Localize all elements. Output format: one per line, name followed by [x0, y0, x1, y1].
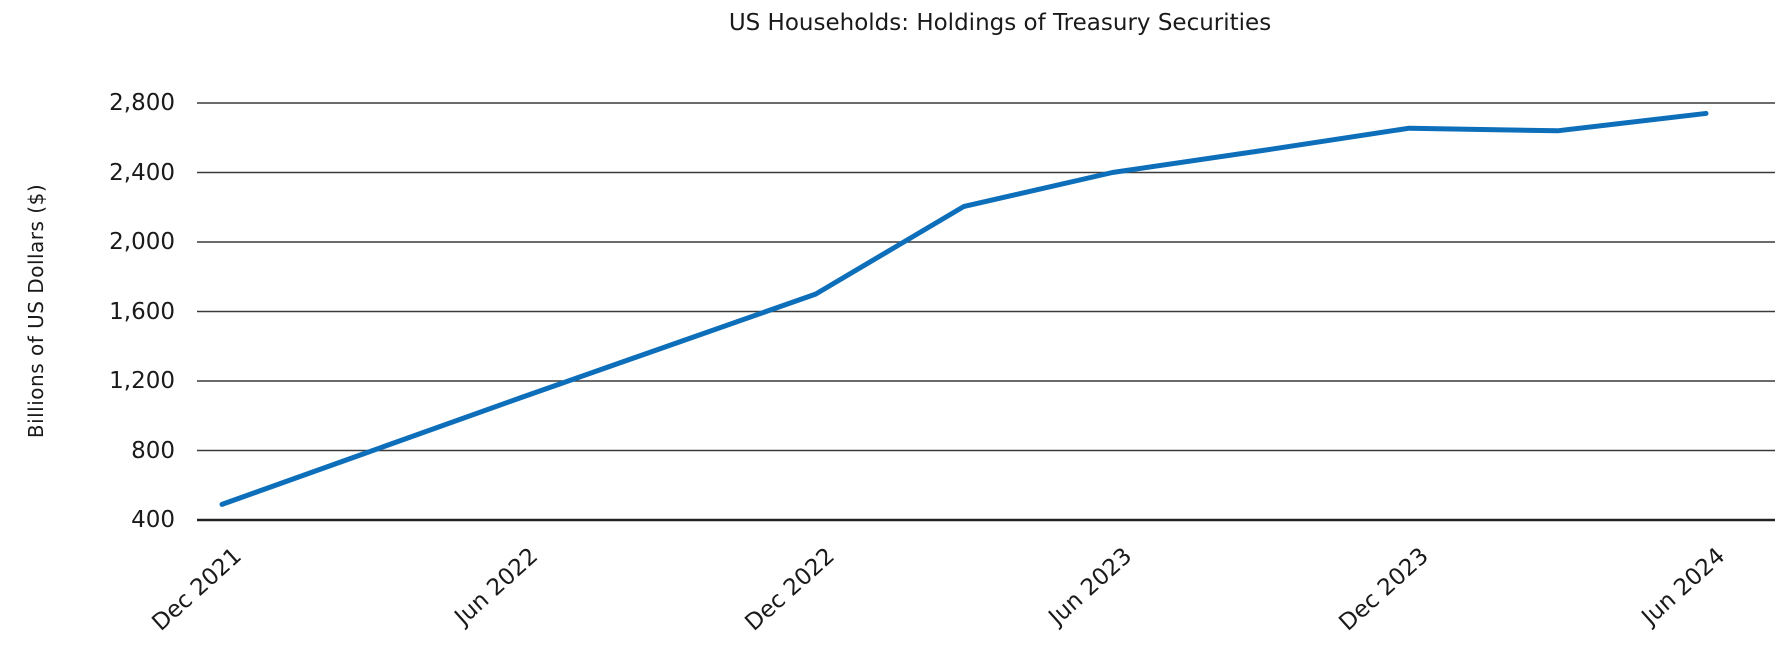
y-tick-label: 1,600 [109, 298, 175, 325]
y-tick-label: 1,200 [109, 368, 175, 394]
chart-title: US Households: Holdings of Treasury Secu… [728, 10, 1272, 36]
y-tick-label: 2,400 [109, 159, 175, 186]
y-tick-label: 800 [131, 437, 175, 464]
y-tick-label: 2,000 [109, 229, 175, 255]
treasury-holdings-series-line [219, 110, 1709, 507]
y-tick-label: 400 [131, 507, 175, 533]
y-tick-label: 2,800 [109, 90, 175, 116]
